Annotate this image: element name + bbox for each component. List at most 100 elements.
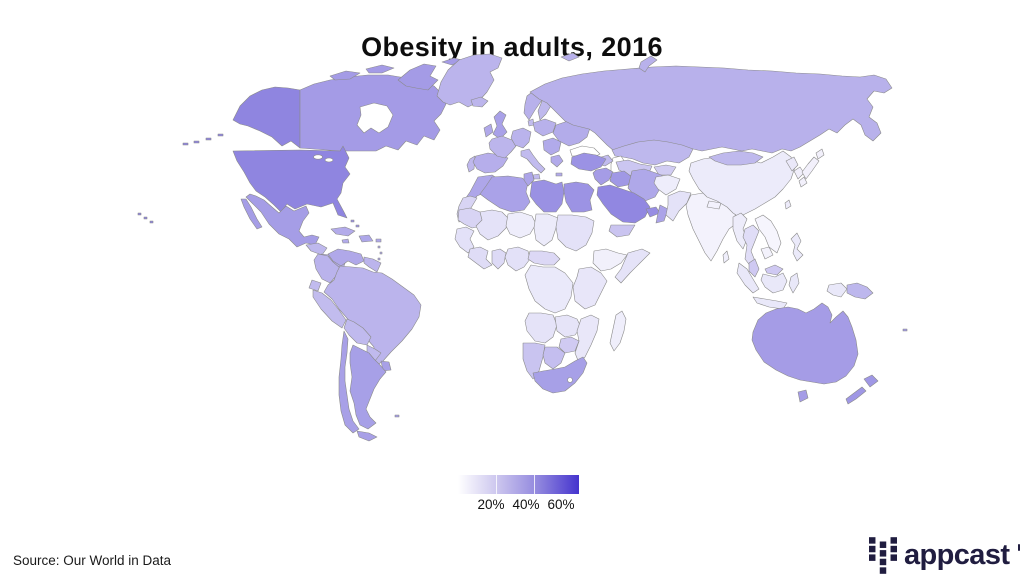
country-botswana (542, 346, 566, 370)
country-cameroon-car (527, 250, 561, 266)
country-yemen (608, 224, 636, 238)
country-tasmania (797, 389, 809, 403)
country-iraq (609, 170, 633, 188)
country-greece-crete (555, 172, 563, 177)
country-usa-hawaii (137, 212, 154, 224)
country-mexico (245, 193, 320, 248)
country-sri-lanka (722, 250, 730, 264)
country-turkey (570, 152, 607, 172)
country-spain (472, 152, 509, 174)
country-hispaniola (358, 234, 374, 243)
country-west-new-guinea (826, 282, 848, 298)
country-svalbard (560, 52, 580, 62)
country-colombia (313, 253, 341, 284)
country-balkans (542, 137, 562, 156)
country-lesotho (567, 377, 573, 383)
country-lesser-antilles (377, 245, 383, 261)
country-mexico-baja (240, 198, 263, 230)
country-australia (751, 302, 859, 385)
country-nepal (706, 200, 722, 210)
legend-gradient-bar (458, 475, 579, 494)
legend-tick-20: 20% (477, 497, 505, 512)
country-zimbabwe (558, 336, 580, 354)
country-portugal (466, 155, 476, 173)
appcast-trademark-icon (1018, 544, 1021, 551)
country-thailand (742, 224, 760, 268)
country-uk (492, 110, 508, 140)
country-sulawesi (788, 272, 800, 294)
landmasses (137, 52, 908, 442)
country-somalia (614, 248, 651, 284)
country-namibia (522, 342, 546, 380)
country-guyanas (363, 256, 382, 273)
country-taiwan (784, 199, 792, 210)
great-lake-2 (324, 157, 334, 163)
country-philippines (790, 232, 804, 262)
country-nigeria (504, 246, 531, 272)
country-mongolia (708, 150, 764, 166)
country-libya (529, 179, 565, 213)
country-usa-alaska (232, 86, 301, 149)
country-ireland (483, 123, 494, 138)
source-note: Source: Our World in Data (13, 553, 172, 568)
country-germany (510, 127, 532, 149)
country-cuba (330, 226, 356, 237)
country-papua-new-guinea (846, 282, 874, 300)
country-drc (524, 264, 574, 314)
country-italy-sicily (532, 173, 541, 180)
country-france (488, 135, 517, 159)
country-fiji (902, 328, 908, 332)
country-brazil (323, 265, 422, 367)
country-usa-aleutians (182, 133, 224, 146)
country-mozambique (574, 314, 600, 364)
country-oman (655, 204, 669, 224)
country-pakistan (665, 190, 692, 222)
country-japan-kyushu (798, 176, 808, 188)
country-japan-hokkaido (815, 148, 825, 160)
country-afghanistan (653, 174, 681, 196)
appcast-logo-icon (869, 537, 897, 574)
country-malaysia (748, 258, 760, 278)
country-falkland (394, 414, 400, 418)
country-tunisia (523, 171, 535, 187)
country-greece (550, 154, 564, 168)
country-japan-honshu (801, 156, 820, 180)
country-angola (524, 312, 558, 344)
country-chile (338, 330, 360, 434)
country-kenya-tanzania (572, 266, 608, 310)
country-peru (312, 289, 347, 329)
country-egypt (563, 181, 595, 213)
country-south-africa (532, 356, 588, 394)
appcast-logo-text: appcast (904, 539, 1010, 571)
country-canada-arctic-2 (365, 64, 395, 74)
country-new-zealand-north (863, 374, 879, 388)
country-ecuador (308, 279, 322, 292)
country-malaysia-borneo (764, 264, 784, 276)
country-poland-baltics (532, 118, 557, 137)
country-canada-baffin (397, 63, 439, 91)
country-sumatra (736, 262, 760, 294)
country-liberia-ci (467, 246, 493, 270)
legend-tick-60: 60% (547, 497, 575, 512)
hudson-bay (356, 102, 394, 134)
country-iceland (470, 96, 489, 108)
great-lake-1 (313, 154, 323, 160)
country-saudi-arabia (596, 184, 651, 224)
country-syria-levant (592, 167, 614, 186)
country-chad (533, 213, 559, 247)
country-canada-arctic-1 (329, 70, 361, 81)
country-russia (529, 65, 893, 154)
country-algeria (479, 175, 531, 213)
country-kazakhstan (611, 139, 694, 166)
country-java (752, 296, 788, 310)
country-greenland (436, 53, 503, 108)
country-laos-vietnam (754, 214, 782, 254)
appcast-logo: appcast (869, 537, 1021, 574)
country-cambodia (760, 246, 774, 260)
legend-separator-2 (534, 475, 535, 494)
legend-separator-1 (496, 475, 497, 494)
country-niger (505, 211, 537, 239)
country-kalimantan (760, 272, 788, 294)
chart-title: Obesity in adults, 2016 (361, 32, 663, 63)
